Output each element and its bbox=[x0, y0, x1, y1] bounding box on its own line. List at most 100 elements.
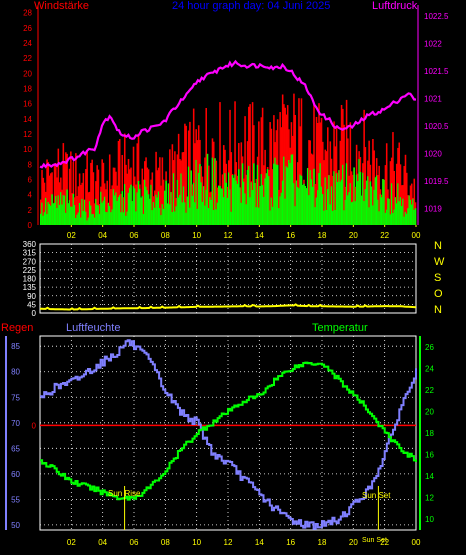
wind-x-tick-label: 20 bbox=[349, 231, 358, 240]
wind-gust-bar bbox=[280, 127, 283, 225]
wind-avg-bar bbox=[255, 207, 258, 225]
wind-x-tick-label: 22 bbox=[380, 231, 389, 240]
sunset-label-bottom: Sun Set bbox=[362, 537, 387, 544]
wind-gust-bar bbox=[215, 160, 218, 225]
wind-avg-bar bbox=[118, 195, 121, 225]
wind-gust-bar bbox=[46, 159, 48, 225]
wind-avg-bar bbox=[58, 204, 61, 225]
wind-gust-bar bbox=[63, 161, 66, 225]
wind-avg-bar bbox=[300, 175, 303, 225]
wind-avg-bar bbox=[279, 196, 281, 225]
wind-avg-bar bbox=[62, 195, 65, 225]
wind-avg-bar bbox=[156, 197, 159, 225]
wind-gust-bar bbox=[82, 173, 85, 225]
wind-avg-bar bbox=[142, 214, 145, 225]
wind-avg-bar bbox=[335, 173, 338, 225]
direction-label-s: S bbox=[434, 272, 442, 284]
wind-avg-bar bbox=[130, 184, 132, 225]
wind-avg-bar bbox=[340, 179, 343, 225]
wind-avg-bar bbox=[88, 201, 91, 225]
wind-avg-bar bbox=[134, 188, 136, 225]
wind-avg-bar bbox=[226, 197, 229, 225]
wind-gust-bar bbox=[70, 151, 72, 225]
wind-gust-bar bbox=[77, 186, 80, 225]
temperature-y-tick: 20 bbox=[425, 407, 434, 416]
wind-avg-bar bbox=[187, 166, 190, 225]
wind-gust-bar bbox=[162, 179, 165, 225]
wind-avg-bar bbox=[265, 173, 268, 225]
sunrise-label: Sun Rise bbox=[108, 489, 141, 498]
wind-avg-bar bbox=[117, 197, 120, 225]
wind-gust-bar bbox=[368, 140, 370, 225]
wind-avg-bar bbox=[80, 217, 82, 225]
wind-avg-bar bbox=[50, 205, 52, 225]
wind-x-tick-label: 16 bbox=[286, 231, 295, 240]
wind-avg-bar bbox=[122, 212, 125, 225]
wind-avg-bar bbox=[293, 183, 295, 225]
wind-gust-bar bbox=[294, 115, 296, 225]
wind-avg-bar bbox=[101, 202, 103, 225]
wind-avg-bar bbox=[152, 202, 155, 225]
wind-gust-bar bbox=[318, 103, 320, 225]
wind-x-tick-label: 08 bbox=[161, 231, 170, 240]
wind-avg-bar bbox=[266, 169, 269, 225]
wind-avg-bar bbox=[91, 214, 93, 225]
wind-avg-bar bbox=[63, 195, 66, 225]
wind-y-tick: 24 bbox=[23, 39, 32, 48]
climate-x-tick-label: 10 bbox=[192, 538, 201, 547]
wind-gust-bar bbox=[392, 132, 394, 225]
wind-gust-bar bbox=[260, 117, 263, 225]
wind-gust-bar bbox=[111, 185, 113, 225]
wind-gust-bar bbox=[345, 99, 348, 225]
wind-gust-bar bbox=[53, 165, 56, 225]
wind-avg-bar bbox=[385, 209, 388, 225]
humidity-y-tick: 60 bbox=[11, 470, 20, 479]
wind-avg-bar bbox=[410, 204, 413, 225]
temperature-y-tick: 26 bbox=[425, 343, 434, 352]
wind-avg-bar bbox=[383, 179, 385, 225]
wind-avg-bar bbox=[70, 206, 72, 225]
wind-gust-bar bbox=[258, 121, 260, 225]
wind-gust-bar bbox=[372, 138, 374, 225]
wind-avg-bar bbox=[131, 201, 134, 225]
temperature-y-tick: 18 bbox=[425, 429, 434, 438]
wind-gust-bar bbox=[160, 185, 162, 225]
wind-avg-bar bbox=[338, 170, 340, 225]
wind-avg-bar bbox=[374, 177, 377, 225]
humidity-y-tick: 80 bbox=[11, 368, 20, 377]
wind-gust-bar bbox=[393, 170, 395, 225]
wind-gust-bar bbox=[58, 182, 61, 225]
wind-gust-bar bbox=[207, 165, 210, 225]
wind-avg-bar bbox=[47, 201, 50, 225]
wind-avg-bar bbox=[389, 214, 392, 225]
wind-avg-bar bbox=[162, 208, 165, 225]
wind-avg-bar bbox=[176, 179, 179, 225]
wind-avg-bar bbox=[337, 181, 339, 225]
climate-x-tick-label: 12 bbox=[224, 538, 233, 547]
wind-avg-bar bbox=[86, 220, 88, 225]
wind-gust-bar bbox=[240, 142, 243, 225]
wind-avg-bar bbox=[407, 208, 409, 225]
direction-y-tick: 135 bbox=[23, 283, 37, 292]
wind-gust-bar bbox=[204, 157, 206, 225]
wind-gust-bar bbox=[110, 189, 112, 225]
humidity-y-tick: 55 bbox=[11, 495, 20, 504]
wind-avg-bar bbox=[261, 185, 264, 225]
wind-avg-bar bbox=[405, 213, 408, 225]
pressure-y-tick: 1020.5 bbox=[424, 122, 449, 131]
wind-avg-bar bbox=[68, 200, 71, 225]
wind-y-tick: 8 bbox=[28, 160, 33, 169]
wind-avg-bar bbox=[228, 172, 230, 225]
wind-avg-bar bbox=[172, 173, 175, 225]
wind-avg-bar bbox=[145, 186, 147, 225]
wind-x-tick-label: 00 bbox=[412, 231, 421, 240]
wind-avg-bar bbox=[311, 186, 314, 225]
wind-avg-bar bbox=[274, 157, 276, 225]
wind-gust-bar bbox=[47, 162, 50, 225]
wind-avg-bar bbox=[197, 172, 200, 225]
wind-avg-bar bbox=[112, 189, 115, 225]
wind-avg-bar bbox=[42, 215, 45, 225]
direction-y-tick: 225 bbox=[23, 266, 37, 275]
wind-x-tick-label: 10 bbox=[192, 231, 201, 240]
wind-gust-bar bbox=[327, 127, 329, 225]
